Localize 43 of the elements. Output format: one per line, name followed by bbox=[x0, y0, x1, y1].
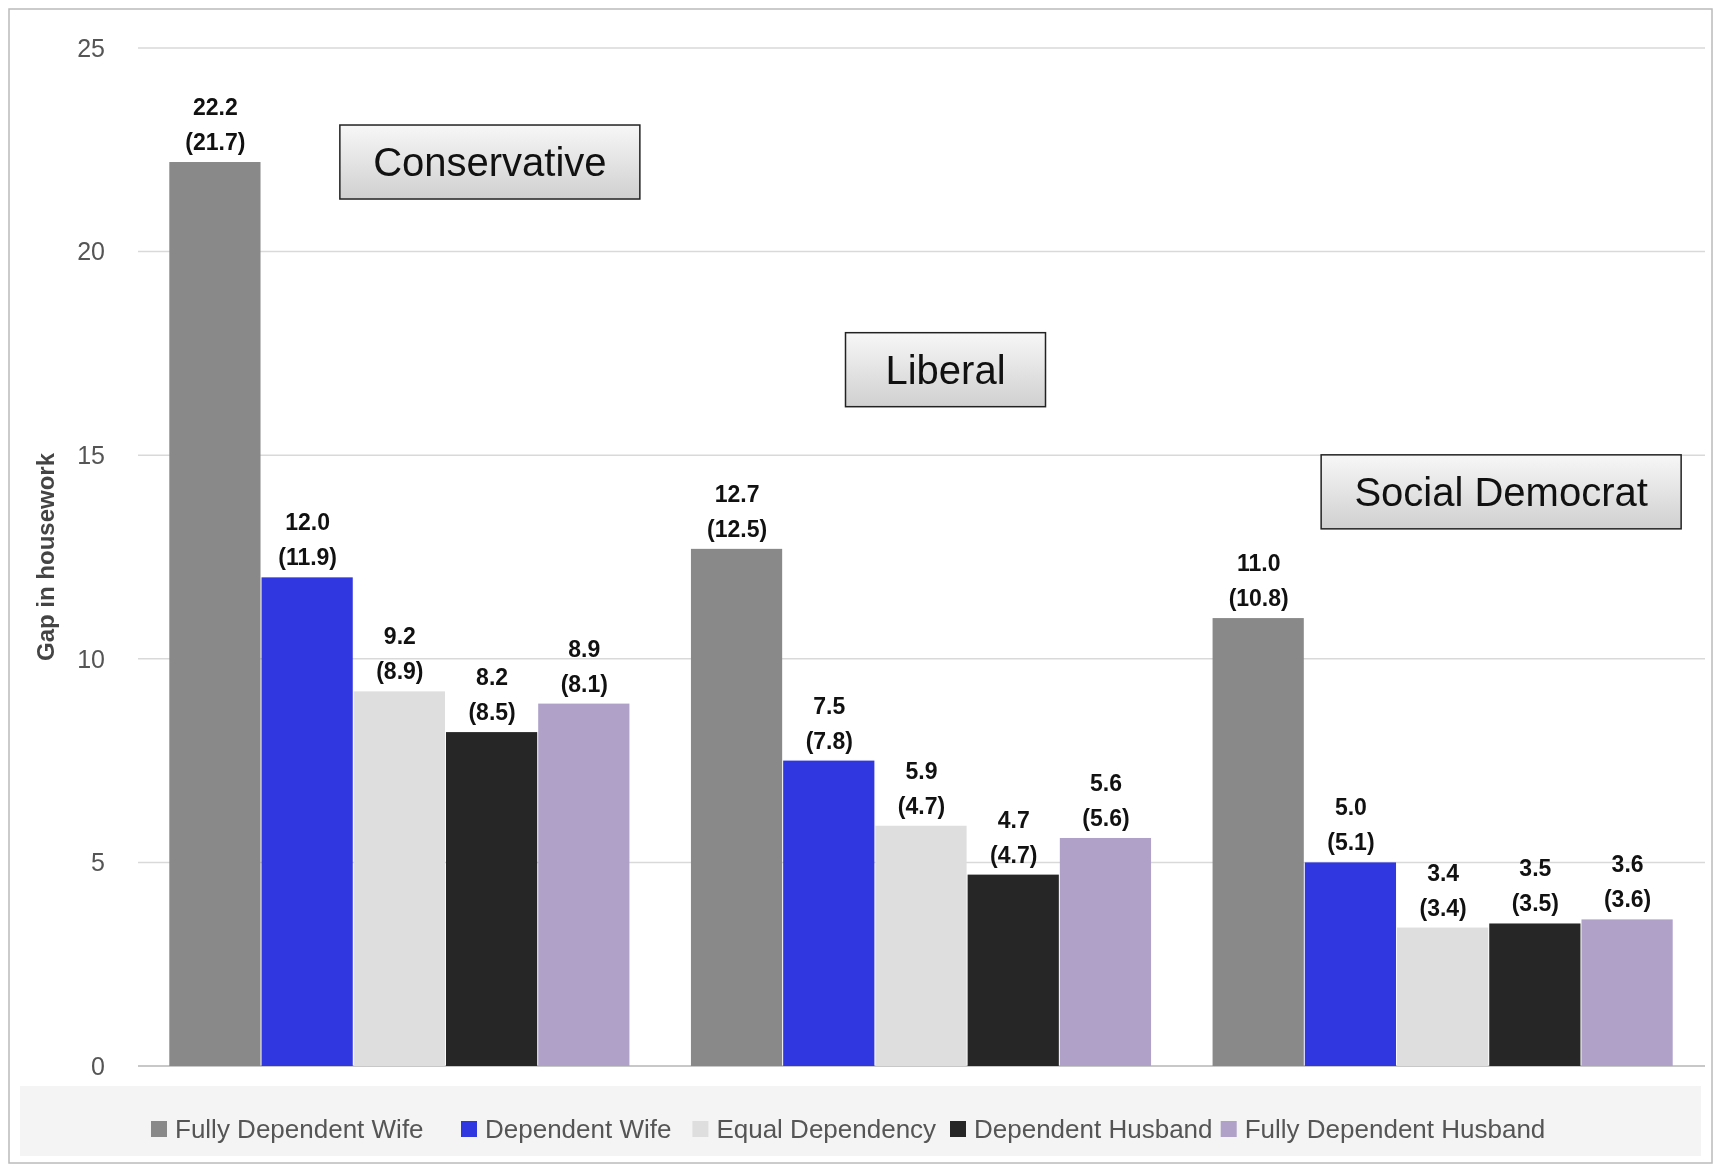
data-label: 3.6 (3.6) bbox=[1603, 851, 1652, 913]
data-label: 12.0 (11.9) bbox=[278, 509, 338, 571]
y-tick-label: 25 bbox=[77, 33, 105, 62]
bar bbox=[690, 548, 783, 1066]
legend-label: Equal Dependency bbox=[716, 1114, 937, 1145]
bar bbox=[1397, 927, 1489, 1066]
bar bbox=[967, 874, 1059, 1066]
data-label: 7.5 (7.8) bbox=[805, 692, 853, 754]
bar bbox=[169, 162, 261, 1066]
bar bbox=[783, 760, 875, 1066]
bar bbox=[1581, 919, 1673, 1066]
data-label: 3.5 (3.5) bbox=[1511, 855, 1560, 917]
data-label: 11.0 (10.8) bbox=[1228, 550, 1289, 612]
bar bbox=[1304, 862, 1397, 1066]
legend-label: Fully Dependent Wife bbox=[175, 1114, 424, 1145]
data-label: 22.2 (21.7) bbox=[185, 94, 246, 156]
annotation: Conservative bbox=[373, 140, 607, 185]
y-axis-title: Gap in housework bbox=[32, 452, 59, 662]
annotation: Liberal bbox=[885, 347, 1006, 392]
data-label: 8.2 (8.5) bbox=[468, 664, 516, 726]
data-label: 5.0 (5.1) bbox=[1327, 794, 1375, 856]
data-label: 9.2 (8.9) bbox=[376, 623, 424, 685]
annotation: Social Democrat bbox=[1354, 469, 1648, 514]
bar bbox=[1212, 618, 1304, 1066]
legend-label: Dependent Wife bbox=[485, 1114, 672, 1145]
bar bbox=[1489, 923, 1581, 1066]
bar bbox=[261, 577, 353, 1066]
y-tick-label: 20 bbox=[77, 237, 105, 266]
data-label: 5.9 (4.7) bbox=[897, 757, 946, 819]
data-label: 8.9 (8.1) bbox=[560, 635, 608, 697]
y-tick-label: 15 bbox=[77, 440, 105, 469]
data-label: 4.7 (4.7) bbox=[990, 806, 1038, 868]
y-tick-label: 5 bbox=[91, 848, 105, 877]
bar bbox=[538, 703, 630, 1066]
y-tick-label: 10 bbox=[77, 644, 105, 673]
legend-label: Dependent Husband bbox=[974, 1114, 1213, 1145]
data-label: 12.7 (12.5) bbox=[707, 480, 768, 542]
data-label: 3.4 (3.4) bbox=[1419, 859, 1467, 921]
data-label: 5.6 (5.6) bbox=[1082, 769, 1130, 831]
bar bbox=[445, 732, 538, 1066]
y-tick-label: 0 bbox=[91, 1051, 105, 1080]
legend-label: Fully Dependent Husband bbox=[1244, 1114, 1546, 1145]
bar bbox=[1059, 837, 1152, 1066]
